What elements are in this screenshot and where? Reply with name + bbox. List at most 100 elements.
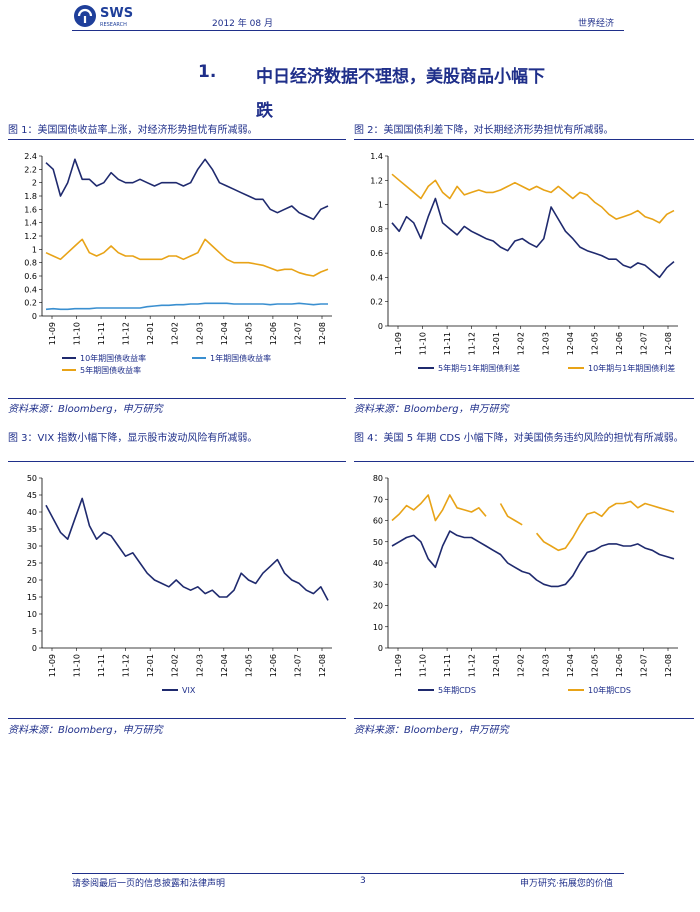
y-tick-label: 0.6 [24,272,37,281]
y-tick-label: 0.2 [370,298,383,307]
legend-label: 5年期与1年期国债利差 [438,363,520,373]
series-line [45,497,329,601]
y-tick-label: 15 [27,593,37,602]
x-tick-label: 11-09 [394,332,403,355]
series-line [391,173,675,224]
y-tick-label: 1.2 [24,232,37,241]
figure3-source: 资料来源：Bloomberg，申万研究 [8,725,163,736]
x-tick-label: 12-07 [293,322,302,345]
x-tick-label: 11-11 [97,654,106,677]
y-tick-label: 2.2 [24,165,37,174]
y-tick-label: 0.4 [370,273,383,282]
x-tick-label: 11-10 [419,332,428,355]
x-tick-label: 12-02 [171,654,180,677]
footer-disclaimer: 请参阅最后一页的信息披露和法律声明 [72,879,226,889]
figure1-top-rule [8,139,346,140]
footer-slogan: 申万研究·拓展您的价值 [520,879,613,889]
y-tick-label: 1.8 [24,192,37,201]
x-tick-label: 12-04 [566,654,575,677]
y-tick-label: 0 [378,322,383,331]
y-tick-label: 50 [27,474,37,483]
series-line [45,158,329,221]
y-tick-label: 40 [27,508,37,517]
header-rule [72,30,624,31]
x-tick-label: 12-04 [220,322,229,345]
y-tick-label: 30 [373,580,383,589]
x-tick-label: 12-03 [541,654,550,677]
y-tick-label: 2.4 [24,152,37,161]
x-tick-label: 12-06 [269,654,278,677]
x-tick-label: 11-09 [48,322,57,345]
x-tick-label: 12-04 [566,332,575,355]
x-tick-label: 11-09 [394,654,403,677]
y-tick-label: 0 [32,312,37,321]
y-tick-label: 35 [27,525,37,534]
y-tick-label: 1.4 [370,152,383,161]
y-tick-label: 0.8 [24,259,37,268]
y-tick-label: 50 [373,538,383,547]
vix-chart: 0 5 10 15 20 25 30 35 40 45 50 11-09 11-10 11-11 11-12… [27,474,332,695]
y-tick-label: 1.2 [370,176,383,185]
figure1-caption: 图 1：美国国债收益率上涨，对经济形势担忧有所减弱。 [8,125,258,136]
legend-label: 10年期与1年期国债利差 [588,363,675,373]
y-tick-label: 1.4 [24,219,37,228]
cds-chart: 0 10 20 30 40 50 60 70 80 11-09 11-10 11-11 11-12 12-… [373,474,678,695]
y-tick-label: 80 [373,474,383,483]
figure4-bottom-rule [354,718,694,719]
figure2-bottom-rule [354,398,694,399]
y-tick-label: 0 [378,644,383,653]
y-tick-label: 70 [373,495,383,504]
x-tick-label: 12-05 [590,654,599,677]
y-tick-label: 1.6 [24,205,37,214]
treasury-spread-chart: 0 0.2 0.4 0.6 0.8 1 1.2 1.4 11-09 11-10 11-11 11-12… [370,152,678,373]
figure2-source: 资料来源：Bloomberg，申万研究 [354,404,509,415]
figure1-source: 资料来源：Bloomberg，申万研究 [8,404,163,415]
x-tick-label: 11-10 [73,322,82,345]
x-tick-label: 11-11 [443,332,452,355]
x-tick-label: 11-12 [468,332,477,355]
y-tick-label: 20 [27,576,37,585]
logo-sub-text: RESEARCH [100,22,127,28]
footer-page-number: 3 [360,876,366,886]
section-number: 1. [198,62,217,82]
x-tick-label: 11-10 [419,654,428,677]
legend-label: VIX [182,686,196,695]
series-line [45,238,329,277]
series-line [391,530,675,588]
y-tick-label: 5 [32,627,37,636]
figure4-top-rule [354,461,694,462]
x-tick-label: 12-06 [615,332,624,355]
legend-label: 10年期CDS [588,685,631,695]
x-tick-label: 12-06 [269,322,278,345]
series-line [45,302,328,311]
x-tick-label: 12-03 [195,654,204,677]
x-tick-label: 12-05 [244,654,253,677]
x-tick-label: 12-01 [492,654,501,677]
x-tick-label: 12-08 [664,332,673,355]
x-tick-label: 12-07 [639,654,648,677]
treasury-yield-chart: 0 0.2 0.4 0.6 0.8 1 1.2 1.4 1.6 1.8 2 2.2 2.4 11-09 11… [24,152,332,375]
y-tick-label: 0.2 [24,299,37,308]
x-tick-label: 12-02 [517,332,526,355]
y-tick-label: 10 [373,623,383,632]
figure2-top-rule [354,139,694,140]
x-tick-label: 12-01 [492,332,501,355]
x-tick-label: 12-05 [590,332,599,355]
y-tick-label: 25 [27,559,37,568]
legend-label: 5年期CDS [438,685,476,695]
y-tick-label: 30 [27,542,37,551]
figure3-caption: 图 3：VIX 指数小幅下降，显示股市波动风险有所减弱。 [8,433,258,444]
x-tick-label: 12-05 [244,322,253,345]
x-tick-label: 12-02 [171,322,180,345]
figure4-source: 资料来源：Bloomberg，申万研究 [354,725,509,736]
x-tick-label: 11-11 [443,654,452,677]
x-tick-label: 12-03 [195,322,204,345]
x-tick-label: 12-06 [615,654,624,677]
y-tick-label: 60 [373,517,383,526]
x-tick-label: 12-02 [517,654,526,677]
y-tick-label: 2 [32,179,37,188]
figure2-caption: 图 2：美国国债利差下降，对长期经济形势担忧有所减弱。 [354,125,614,136]
x-tick-label: 12-08 [318,654,327,677]
x-tick-label: 12-01 [146,654,155,677]
series-line [391,197,675,279]
